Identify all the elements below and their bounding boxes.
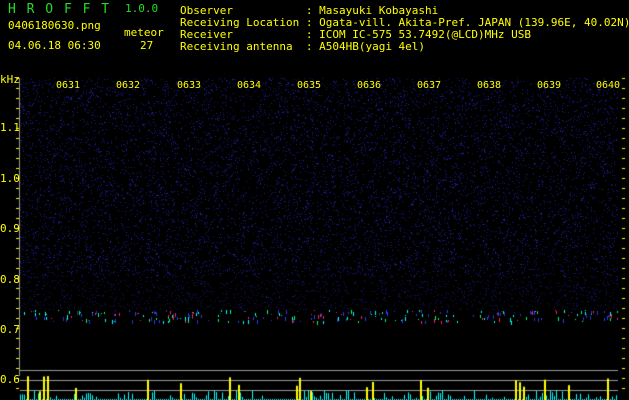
info-value: : ICOM IC-575 53.7492(@LCD)MHz USB (305, 28, 532, 41)
time-label: 0632 (116, 80, 141, 91)
filename: 0406180630.png (8, 19, 101, 32)
meteor-label: meteor (124, 26, 164, 39)
info-label: Observer (180, 4, 300, 17)
info-location: Receiving Location : Ogata-vill. Akita-P… (180, 17, 629, 29)
info-observer: Observer : Masayuki Kobayashi (180, 5, 438, 17)
freq-label: 0.8 (0, 273, 20, 286)
unit-label: kHz (0, 73, 20, 86)
info-label: Receiver (180, 28, 300, 41)
freq-label: 1.0 (0, 172, 20, 185)
meteor-count: 27 (140, 39, 154, 52)
time-label: 0637 (417, 80, 442, 91)
info-label: Receiving antenna (180, 40, 300, 53)
freq-label: 1.1 (0, 121, 20, 134)
info-value: : Masayuki Kobayashi (305, 4, 439, 17)
time-label: 0636 (357, 80, 382, 91)
time-label: 0638 (477, 80, 502, 91)
time-label: 0635 (297, 80, 322, 91)
info-value: : Ogata-vill. Akita-Pref. JAPAN (139.96E… (305, 16, 629, 29)
time-label: 0634 (237, 80, 262, 91)
time-label: 0633 (177, 80, 202, 91)
time-label: 0640 (596, 80, 621, 91)
app-title: H R O F F T (8, 2, 111, 17)
time-label: 0639 (537, 80, 562, 91)
time-label: 0631 (56, 80, 81, 91)
info-label: Receiving Location (180, 16, 300, 29)
freq-label: 0.7 (0, 323, 20, 336)
datetime: 04.06.18 06:30 (8, 39, 101, 52)
version: 1.0.0 (125, 2, 159, 15)
info-receiver: Receiver : ICOM IC-575 53.7492(@LCD)MHz … (180, 29, 531, 41)
freq-label: 0.9 (0, 222, 20, 235)
info-antenna: Receiving antenna : A504HB(yagi 4el) (180, 41, 425, 53)
freq-label: 0.6 (0, 373, 20, 386)
info-value: : A504HB(yagi 4el) (305, 40, 426, 53)
